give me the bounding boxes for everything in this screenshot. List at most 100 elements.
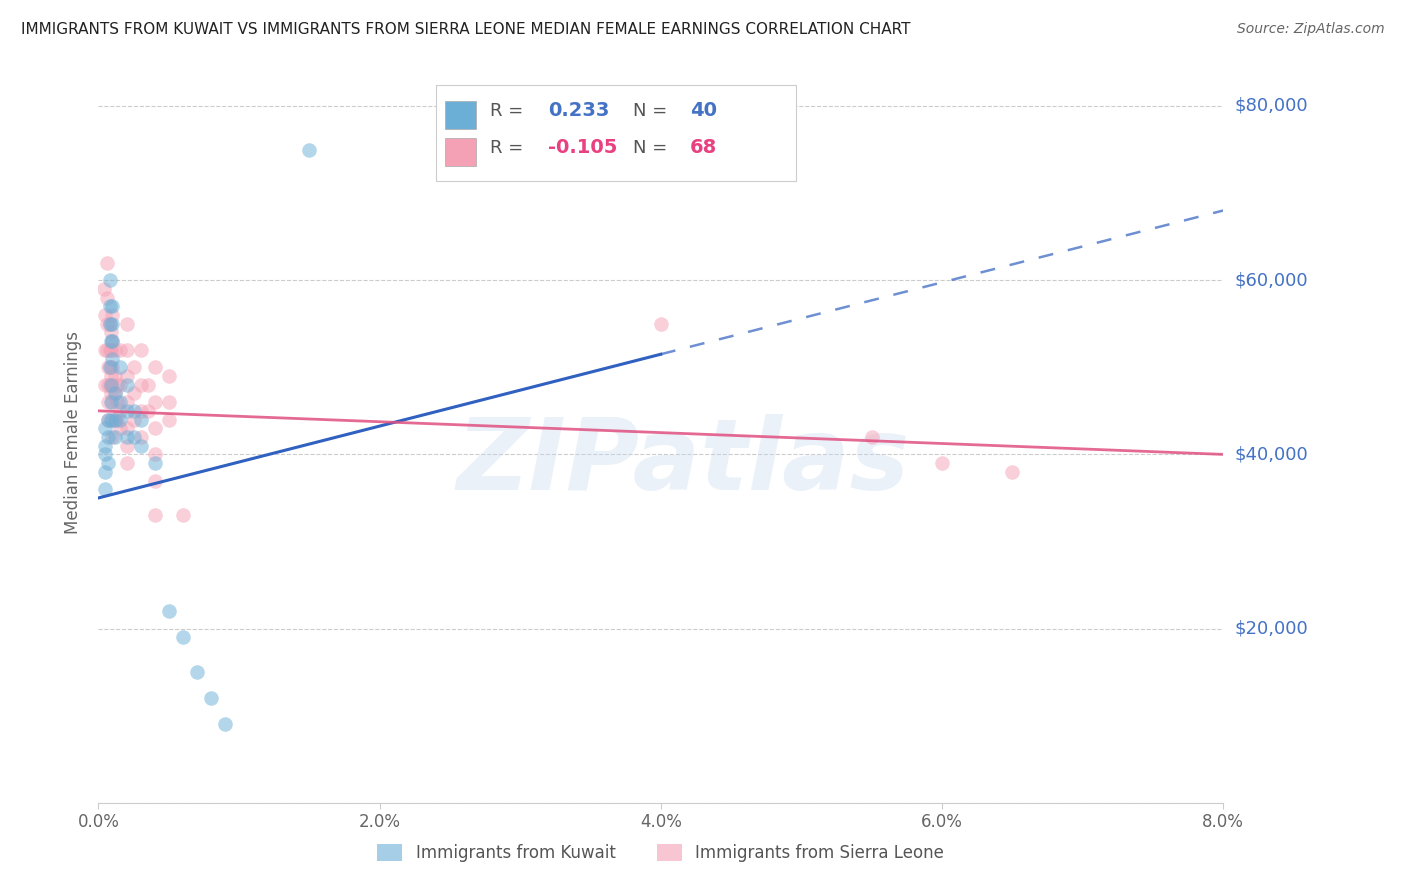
Point	[108, 412, 131, 426]
Point	[157, 604, 180, 618]
Point	[97, 377, 120, 392]
Point	[143, 447, 166, 461]
Point	[97, 456, 120, 470]
Point	[122, 430, 145, 444]
Point	[98, 360, 121, 375]
Point	[115, 369, 138, 384]
Point	[122, 360, 145, 375]
Point	[122, 412, 145, 426]
Point	[98, 273, 121, 287]
Point	[101, 334, 124, 348]
Point	[115, 439, 138, 453]
Point	[94, 439, 117, 453]
Text: N =: N =	[633, 138, 672, 157]
Point	[143, 360, 166, 375]
Text: Source: ZipAtlas.com: Source: ZipAtlas.com	[1237, 22, 1385, 37]
Y-axis label: Median Female Earnings: Median Female Earnings	[65, 331, 83, 534]
Point	[98, 317, 121, 331]
Text: IMMIGRANTS FROM KUWAIT VS IMMIGRANTS FROM SIERRA LEONE MEDIAN FEMALE EARNINGS CO: IMMIGRANTS FROM KUWAIT VS IMMIGRANTS FRO…	[21, 22, 911, 37]
Point	[104, 412, 127, 426]
Point	[101, 377, 124, 392]
Point	[97, 360, 120, 375]
Point	[931, 456, 953, 470]
Point	[157, 395, 180, 409]
Text: ZIPatlas: ZIPatlas	[457, 414, 910, 511]
Text: $40,000: $40,000	[1234, 445, 1308, 464]
Point	[101, 351, 124, 366]
Point	[100, 386, 122, 401]
Point	[101, 334, 124, 348]
Point	[104, 386, 127, 401]
Point	[143, 508, 166, 523]
Point	[172, 630, 194, 644]
Point	[96, 291, 118, 305]
Point	[143, 456, 166, 470]
Point	[94, 421, 117, 435]
Point	[136, 377, 159, 392]
Point	[650, 317, 672, 331]
Point	[122, 404, 145, 418]
Point	[143, 474, 166, 488]
Point	[98, 377, 121, 392]
Point	[94, 465, 117, 479]
Point	[105, 412, 128, 426]
Point	[96, 343, 118, 357]
Point	[298, 143, 321, 157]
Point	[129, 430, 152, 444]
Point	[101, 360, 124, 375]
Point	[94, 308, 117, 322]
Point	[100, 395, 122, 409]
Point	[94, 447, 117, 461]
Point	[129, 404, 152, 418]
Point	[101, 299, 124, 313]
Point	[115, 421, 138, 435]
Point	[101, 412, 124, 426]
Point	[98, 317, 121, 331]
Point	[101, 395, 124, 409]
Text: $20,000: $20,000	[1234, 620, 1308, 638]
Bar	[444, 101, 477, 129]
Text: R =: R =	[489, 138, 529, 157]
Point	[105, 395, 128, 409]
Point	[104, 412, 127, 426]
Text: $60,000: $60,000	[1234, 271, 1308, 289]
Point	[115, 430, 138, 444]
Point	[129, 412, 152, 426]
Point	[108, 360, 131, 375]
Point	[108, 343, 131, 357]
Bar	[444, 138, 477, 166]
Point	[101, 430, 124, 444]
Point	[101, 317, 124, 331]
Point	[143, 421, 166, 435]
Point	[115, 317, 138, 331]
Point	[97, 430, 120, 444]
Text: 68: 68	[690, 138, 717, 157]
Point	[104, 369, 127, 384]
Text: 40: 40	[690, 101, 717, 120]
Point	[100, 369, 122, 384]
Point	[157, 369, 180, 384]
Point	[104, 430, 127, 444]
Point	[104, 343, 127, 357]
Point	[100, 334, 122, 348]
Point	[94, 343, 117, 357]
Point	[129, 343, 152, 357]
Point	[96, 317, 118, 331]
Point	[97, 395, 120, 409]
Point	[96, 256, 118, 270]
Point	[129, 439, 152, 453]
Point	[172, 508, 194, 523]
Point	[143, 395, 166, 409]
Point	[98, 360, 121, 375]
Point	[100, 377, 122, 392]
Point	[94, 377, 117, 392]
Point	[94, 482, 117, 496]
Text: $80,000: $80,000	[1234, 97, 1308, 115]
Point	[157, 412, 180, 426]
Point	[100, 326, 122, 340]
Point	[100, 343, 122, 357]
Point	[97, 412, 120, 426]
Point	[115, 377, 138, 392]
Text: -0.105: -0.105	[548, 138, 617, 157]
Point	[115, 456, 138, 470]
